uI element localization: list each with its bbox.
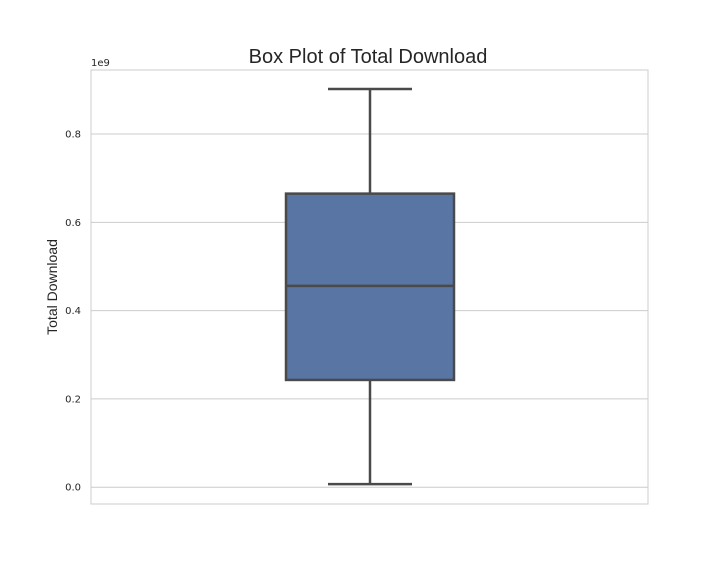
y-tick-label: 0.6 [65, 218, 81, 229]
plot-frame [90, 69, 649, 505]
chart-title: Box Plot of Total Download [249, 46, 488, 68]
y-axis-label: Total Download [44, 239, 60, 335]
y-tick-labels: 0.0 0.2 0.4 0.6 0.8 [65, 130, 81, 494]
y-tick-label: 0.2 [65, 394, 81, 405]
y-axis-offset-label: 1e9 [91, 58, 110, 69]
y-tick-label: 0.4 [65, 306, 81, 317]
y-tick-label: 0.8 [65, 130, 81, 141]
y-tick-label: 0.0 [65, 483, 81, 494]
box-group [284, 87, 456, 486]
